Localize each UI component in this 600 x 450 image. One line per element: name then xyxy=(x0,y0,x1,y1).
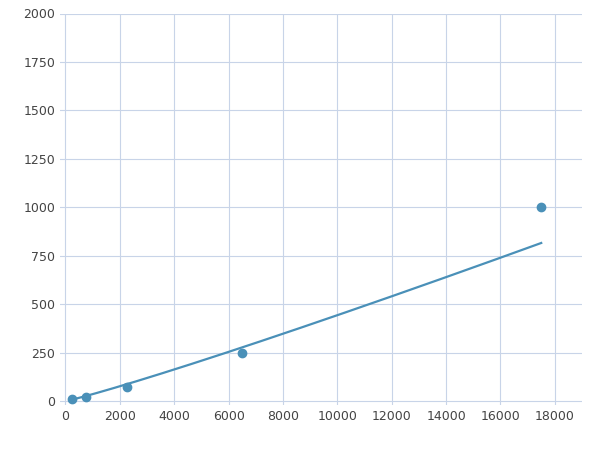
Point xyxy=(238,349,247,356)
Point xyxy=(122,383,131,390)
Point xyxy=(67,396,77,403)
Point xyxy=(81,393,91,400)
Point xyxy=(536,204,546,211)
